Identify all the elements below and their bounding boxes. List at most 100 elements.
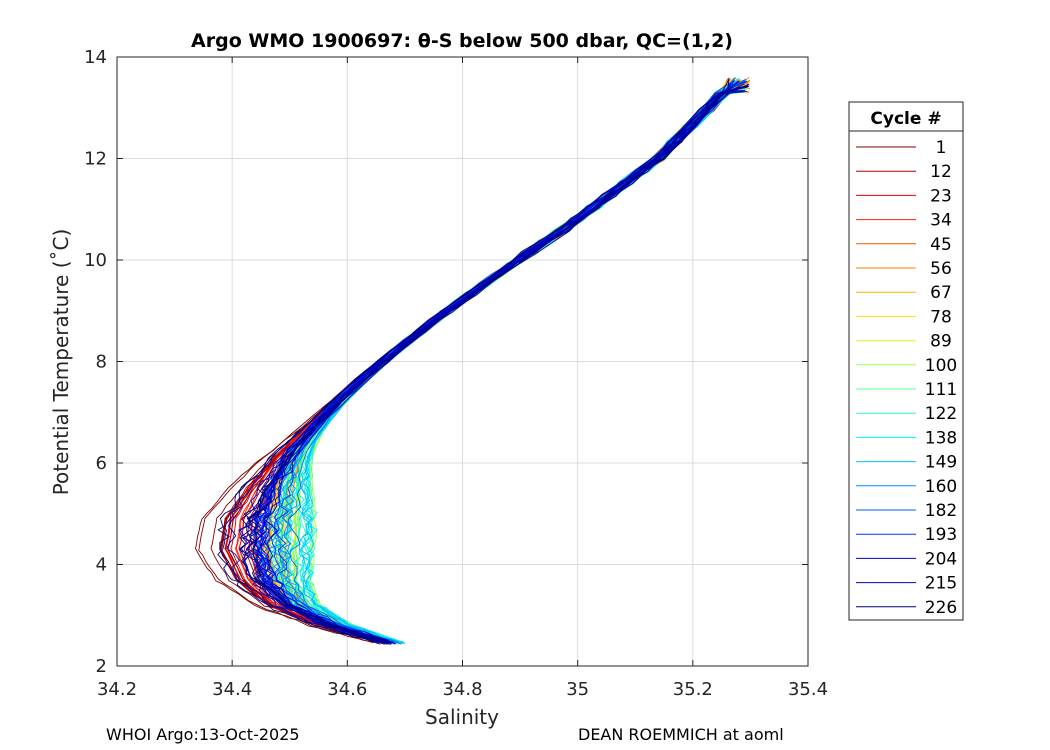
legend-item-226: 226	[856, 598, 957, 618]
profile-line	[284, 90, 734, 643]
profile-line	[266, 83, 741, 644]
y-axis-label: Potential Temperature (˚C)	[49, 229, 73, 496]
profile-line	[279, 90, 738, 644]
cycle-series-56	[254, 77, 751, 645]
legend-label: 100	[925, 356, 957, 376]
cycle-series-160	[257, 82, 743, 645]
cycle-series-122	[268, 86, 748, 645]
cycle-series-12	[219, 82, 750, 645]
profile-line	[263, 90, 746, 645]
y-tick-label: 12	[84, 149, 107, 170]
profile-line	[279, 83, 747, 643]
legend-item-122: 122	[856, 404, 957, 424]
legend-item-149: 149	[856, 453, 957, 473]
x-tick-label: 34.4	[212, 679, 252, 700]
profile-line	[245, 84, 750, 645]
legend-label: 111	[925, 380, 957, 400]
legend-box	[848, 101, 964, 621]
profile-line	[281, 85, 745, 644]
legend-label: 149	[925, 453, 957, 473]
profile-line	[266, 86, 736, 644]
profile-line	[274, 80, 748, 644]
profile-line	[277, 85, 729, 645]
profile-line	[249, 80, 736, 645]
profile-line	[293, 84, 732, 644]
profile-line	[266, 78, 739, 643]
profile-line	[278, 81, 738, 644]
cycle-series-193	[249, 80, 748, 645]
cycle-series-215	[226, 83, 746, 645]
legend-label: 23	[930, 186, 952, 206]
footer-source: WHOI Argo:13-Oct-2025	[106, 725, 300, 744]
profile-line	[252, 78, 734, 644]
profile-line	[298, 89, 737, 644]
profile-line	[253, 89, 739, 644]
profile-line	[230, 82, 748, 643]
legend-item-45: 45	[856, 235, 952, 255]
legend-label: 215	[925, 574, 957, 594]
profile-lines	[195, 77, 751, 645]
profile-line	[227, 83, 741, 645]
legend-item-78: 78	[856, 307, 952, 327]
legend-item-160: 160	[856, 477, 957, 497]
profile-line	[304, 83, 732, 645]
legend-item-182: 182	[856, 501, 957, 521]
profile-line	[254, 83, 745, 645]
profile-line	[250, 85, 745, 644]
x-tick-label: 34.8	[442, 679, 482, 700]
x-tick-label: 34.6	[327, 679, 367, 700]
legend-item-56: 56	[856, 259, 952, 279]
profile-line	[257, 77, 736, 645]
profile-line	[266, 91, 750, 645]
legend-label: 89	[930, 332, 952, 352]
profile-line	[258, 82, 732, 644]
profile-line	[239, 79, 730, 645]
profile-line	[252, 84, 745, 643]
legend-label: 34	[930, 211, 952, 231]
profile-line	[284, 79, 741, 645]
profile-line	[306, 82, 732, 645]
legend-item-89: 89	[856, 332, 952, 352]
profile-line	[260, 90, 748, 643]
profile-line	[301, 91, 745, 644]
legend-item-100: 100	[856, 356, 957, 376]
cycle-series-111	[283, 80, 743, 645]
profile-line	[294, 86, 741, 644]
profile-line	[291, 91, 748, 645]
x-tick-label: 34.2	[97, 679, 137, 700]
profile-line	[277, 81, 750, 645]
profile-line	[299, 91, 744, 644]
profile-line	[252, 83, 741, 644]
profile-line	[301, 78, 738, 643]
profile-line	[268, 86, 745, 645]
profile-line	[252, 80, 746, 644]
legend-label: 193	[925, 525, 957, 545]
profile-line	[217, 86, 747, 644]
profile-line	[265, 91, 733, 645]
x-tick-label: 35.2	[673, 679, 713, 700]
y-tick-label: 8	[96, 352, 107, 373]
legend-item-34: 34	[856, 211, 952, 231]
profile-line	[284, 77, 750, 643]
cycle-series-182	[249, 77, 747, 645]
profile-line	[299, 83, 735, 645]
chart-title: Argo WMO 1900697: θ-S below 500 dbar, QC…	[191, 30, 733, 52]
profile-line	[299, 77, 735, 644]
profile-line	[247, 83, 732, 644]
cycle-series-204	[239, 80, 750, 645]
profile-line	[264, 79, 746, 645]
profile-line	[243, 82, 742, 645]
legend-label: 204	[925, 549, 957, 569]
profile-line	[267, 81, 738, 645]
legend-label: 45	[930, 235, 952, 255]
y-tick-label: 6	[96, 453, 107, 474]
profile-line	[291, 87, 730, 645]
profile-line	[220, 86, 749, 645]
profile-line	[270, 82, 742, 644]
profile-line	[273, 85, 747, 645]
x-tick-label: 35	[566, 679, 589, 700]
profile-line	[262, 80, 731, 645]
profile-line	[258, 85, 738, 645]
profile-line	[255, 80, 748, 644]
